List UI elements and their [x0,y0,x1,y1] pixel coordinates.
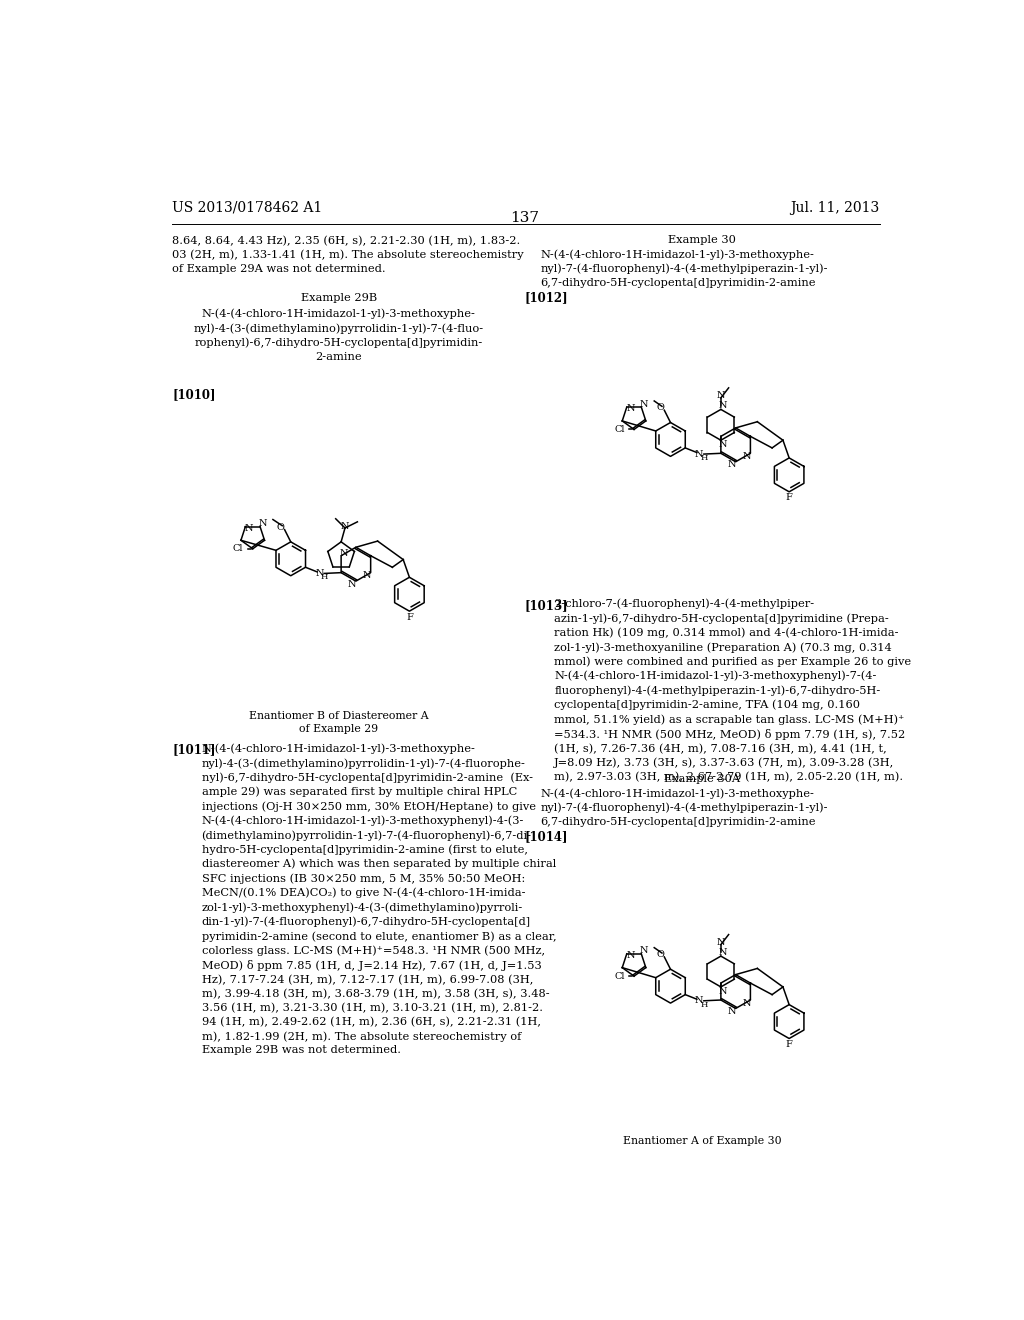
Text: N: N [718,987,727,997]
Text: Enantiomer B of Diastereomer A
of Example 29: Enantiomer B of Diastereomer A of Exampl… [249,711,429,734]
Text: Example 30A: Example 30A [665,775,740,784]
Text: [1011]: [1011] [172,743,216,756]
Text: N: N [717,391,725,400]
Text: H: H [700,1001,708,1008]
Text: Enantiomer A of Example 30: Enantiomer A of Example 30 [623,1137,781,1146]
Text: N: N [339,549,348,558]
Text: F: F [785,494,793,503]
Text: Cl: Cl [614,972,625,981]
Text: N: N [717,937,725,946]
Text: F: F [785,1040,793,1049]
Text: [1010]: [1010] [172,388,216,401]
Text: N: N [245,524,254,532]
Text: N: N [718,401,727,411]
Text: N: N [727,461,736,470]
Text: Example 29B: Example 29B [301,293,377,304]
Text: N: N [627,950,635,960]
Text: [1012]: [1012] [524,292,568,305]
Text: Example 30: Example 30 [669,235,736,246]
Text: O: O [276,523,285,532]
Text: H: H [321,573,328,581]
Text: N: N [348,579,356,589]
Text: F: F [406,612,413,622]
Text: 2-chloro-7-(4-fluorophenyl)-4-(4-methylpiper-
azin-1-yl)-6,7-dihydro-5H-cyclopen: 2-chloro-7-(4-fluorophenyl)-4-(4-methylp… [554,599,911,783]
Text: N: N [695,997,703,1006]
Text: 137: 137 [510,211,540,224]
Text: Jul. 11, 2013: Jul. 11, 2013 [791,201,880,215]
Text: N: N [362,572,371,581]
Text: O: O [656,404,665,412]
Text: Cl: Cl [614,425,625,434]
Text: Cl: Cl [232,544,244,553]
Text: H: H [700,454,708,462]
Text: N-(4-(4-chloro-1H-imidazol-1-yl)-3-methoxyphe-
nyl)-4-(3-(dimethylamino)pyrrolid: N-(4-(4-chloro-1H-imidazol-1-yl)-3-metho… [202,743,556,1056]
Text: N: N [315,569,324,578]
Text: N: N [341,521,349,531]
Text: N: N [639,400,648,409]
Text: N-(4-(4-chloro-1H-imidazol-1-yl)-3-methoxyphe-
nyl)-7-(4-fluorophenyl)-4-(4-meth: N-(4-(4-chloro-1H-imidazol-1-yl)-3-metho… [541,249,827,288]
Text: US 2013/0178462 A1: US 2013/0178462 A1 [172,201,323,215]
Text: N: N [718,441,727,449]
Text: 8.64, 8.64, 4.43 Hz), 2.35 (6H, s), 2.21-2.30 (1H, m), 1.83-2.
03 (2H, m), 1.33-: 8.64, 8.64, 4.43 Hz), 2.35 (6H, s), 2.21… [172,235,524,273]
Text: [1014]: [1014] [524,830,568,843]
Text: N: N [718,948,727,957]
Text: N: N [258,519,266,528]
Text: N: N [742,999,751,1007]
Text: O: O [656,950,665,960]
Text: [1013]: [1013] [524,599,568,612]
Text: N: N [639,946,648,956]
Text: N: N [742,451,751,461]
Text: N-(4-(4-chloro-1H-imidazol-1-yl)-3-methoxyphe-
nyl)-4-(3-(dimethylamino)pyrrolid: N-(4-(4-chloro-1H-imidazol-1-yl)-3-metho… [194,309,484,362]
Text: N: N [727,1007,736,1016]
Text: N: N [695,450,703,458]
Text: N: N [627,404,635,413]
Text: N-(4-(4-chloro-1H-imidazol-1-yl)-3-methoxyphe-
nyl)-7-(4-fluorophenyl)-4-(4-meth: N-(4-(4-chloro-1H-imidazol-1-yl)-3-metho… [541,788,827,826]
